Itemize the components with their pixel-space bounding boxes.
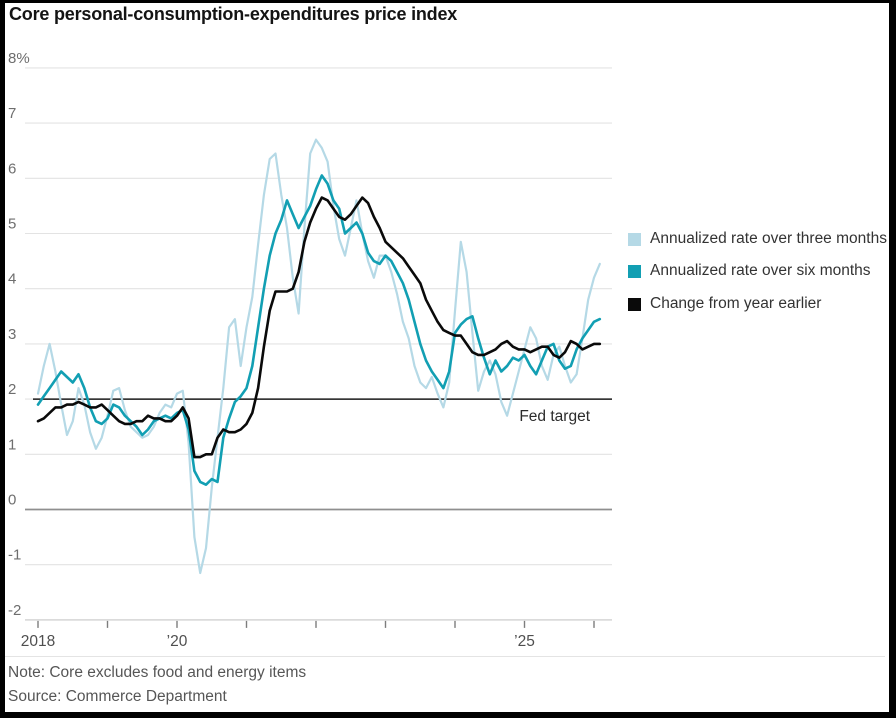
note-text: Note: Core excludes food and energy item…	[8, 664, 307, 681]
legend-item-three-months: Annualized rate over three months	[628, 229, 894, 249]
svg-text:6: 6	[8, 160, 16, 177]
x-axis: 2018 ’20 ’25	[21, 619, 612, 650]
legend-swatch-six-months-icon	[628, 265, 641, 279]
fed-target-line: Fed target	[33, 398, 612, 425]
svg-text:2: 2	[8, 381, 16, 398]
legend-label: Annualized rate over three months	[650, 230, 887, 247]
svg-text:4: 4	[8, 271, 16, 288]
footer-divider	[0, 656, 885, 657]
legend-item-year-earlier: Change from year earlier	[628, 294, 894, 314]
source-text: Source: Commerce Department	[8, 688, 227, 705]
svg-text:7: 7	[8, 105, 16, 122]
legend-label: Annualized rate over six months	[650, 262, 871, 280]
svg-text:’20: ’20	[167, 633, 188, 650]
y-gridlines	[25, 67, 612, 621]
svg-text:-2: -2	[8, 602, 21, 619]
svg-text:2018: 2018	[21, 633, 55, 650]
legend-swatch-year-earlier-icon	[628, 297, 641, 311]
y-tick-labels: 8% 7 6 5 4 3 2 1 0 -1 -2	[8, 50, 30, 619]
series-line-2	[36, 196, 602, 459]
svg-text:8%: 8%	[8, 50, 30, 67]
legend-swatch-three-months-icon	[628, 233, 641, 246]
svg-text:5: 5	[8, 216, 16, 233]
svg-text:0: 0	[8, 492, 16, 509]
legend: Annualized rate over three months Annual…	[628, 229, 894, 326]
legend-item-six-months: Annualized rate over six months	[628, 261, 894, 281]
svg-text:1: 1	[8, 436, 16, 453]
series-line-0	[36, 138, 601, 575]
svg-text:-1: -1	[8, 547, 21, 564]
fed-target-label: Fed target	[519, 408, 590, 425]
legend-label: Change from year earlier	[650, 294, 822, 312]
series-line-1	[36, 174, 602, 487]
svg-text:’25: ’25	[514, 633, 535, 650]
svg-text:3: 3	[8, 326, 16, 343]
footer-notes: Note: Core excludes food and energy item…	[8, 661, 306, 709]
chart-title: Core personal-consumption-expenditures p…	[9, 4, 458, 24]
